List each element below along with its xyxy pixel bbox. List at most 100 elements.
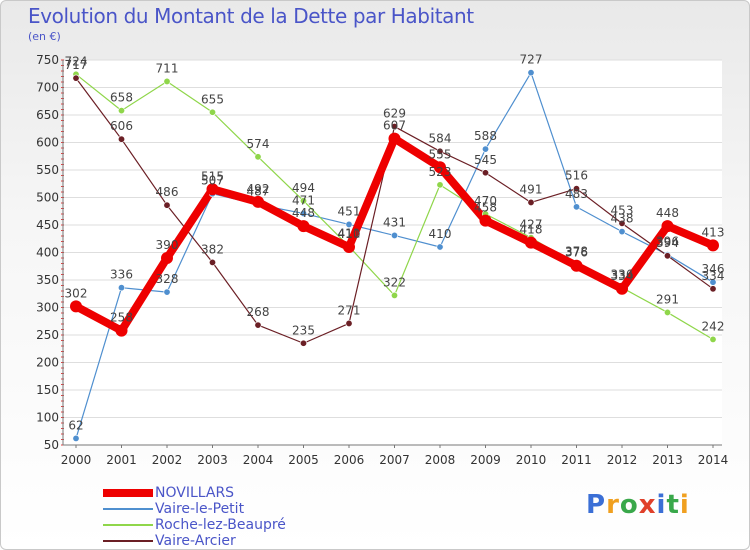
series-1-point [209, 108, 217, 116]
series-2-point [481, 169, 489, 177]
series-2-point [209, 258, 217, 266]
series-1-data-label: 411 [338, 226, 361, 240]
series-3-data-label: 458 [474, 201, 497, 215]
series-3-data-label: 258 [110, 311, 133, 325]
series-1-data-label: 378 [565, 245, 588, 259]
y-tick-label: 50 [44, 438, 59, 452]
legend-label: Vaire-le-Petit [155, 501, 245, 517]
brand-letter: x [638, 490, 657, 520]
series-0-point [118, 284, 126, 292]
series-1-point [709, 335, 717, 343]
series-2-point [118, 135, 126, 143]
series-3-data-label: 515 [201, 169, 224, 183]
series-0-point [618, 228, 626, 236]
brand-letter: P [586, 490, 607, 520]
series-1-point [663, 308, 671, 316]
series-0-data-label: 471 [292, 193, 315, 207]
series-2-data-label: 606 [110, 119, 133, 133]
series-2-data-label: 584 [429, 131, 452, 145]
series-0-point [481, 145, 489, 153]
y-tick-label: 650 [36, 108, 59, 122]
series-3-data-label: 448 [656, 206, 679, 220]
x-tick-label: 2014 [698, 453, 729, 467]
y-tick-label: 300 [36, 301, 59, 315]
series-3-point [115, 324, 128, 337]
legend-label: Vaire-Arcier [155, 533, 236, 549]
y-tick-label: 200 [36, 356, 59, 370]
legend-label: NOVILLARS [155, 485, 235, 501]
series-0-data-label: 483 [565, 187, 588, 201]
series-2-point [299, 339, 307, 347]
chart-title: Evolution du Montant de la Dette par Hab… [28, 4, 474, 28]
series-2-data-label: 717 [65, 58, 88, 72]
series-1-data-label: 242 [702, 319, 725, 333]
series-3-point [343, 241, 355, 253]
x-tick-label: 2010 [516, 453, 547, 467]
x-tick-label: 2004 [243, 453, 274, 467]
chart-unit-label: (en €) [28, 30, 61, 43]
series-3-point [707, 239, 719, 252]
x-tick-label: 2009 [470, 453, 501, 467]
series-3-point [525, 236, 537, 249]
y-tick-label: 500 [36, 191, 59, 205]
legend-swatch [103, 540, 153, 542]
series-1-point [299, 197, 307, 205]
series-0-data-label: 396 [656, 235, 679, 249]
series-2-point [618, 219, 626, 227]
series-2-point [709, 285, 717, 293]
series-1-data-label: 322 [383, 275, 406, 289]
series-0-data-label: 346 [702, 262, 725, 276]
series-0-point [163, 288, 171, 296]
y-tick-label: 100 [36, 411, 59, 425]
series-1-point [163, 77, 171, 85]
series-3-data-label: 334 [611, 269, 634, 283]
legend-item: NOVILLARS [103, 485, 286, 501]
series-2-point [436, 147, 444, 155]
series-0-point [72, 434, 80, 442]
x-tick-label: 2003 [197, 453, 228, 467]
series-3-point [479, 214, 492, 227]
series-2-data-label: 268 [247, 305, 270, 319]
y-tick-label: 150 [36, 383, 59, 397]
series-0-data-label: 431 [383, 215, 406, 229]
series-2-data-label: 271 [338, 303, 361, 317]
y-tick-label: 700 [36, 81, 59, 95]
series-0-point [572, 203, 580, 211]
series-3-point [661, 220, 674, 233]
series-0-point [345, 220, 353, 228]
brand-letter: o [619, 490, 639, 520]
series-3-data-label: 410 [338, 227, 361, 241]
series-1-data-label: 494 [292, 181, 315, 195]
x-tick-label: 2002 [152, 453, 183, 467]
series-2-point [72, 74, 80, 82]
x-tick-label: 2012 [607, 453, 638, 467]
series-1-point [118, 107, 126, 115]
series-3-data-label: 418 [520, 223, 543, 237]
y-tick-label: 350 [36, 273, 59, 287]
brand-letter: i [656, 490, 667, 520]
series-3-point [206, 183, 219, 196]
series-3-point [434, 161, 446, 174]
y-tick-label: 750 [36, 53, 59, 67]
series-0-data-label: 451 [338, 204, 361, 218]
series-0-point [527, 69, 535, 77]
series-0-point [299, 209, 307, 217]
legend-item: Vaire-Arcier [103, 533, 286, 549]
y-tick-label: 550 [36, 163, 59, 177]
series-1-data-label: 724 [65, 54, 88, 68]
series-0-data-label: 588 [474, 129, 497, 143]
chart-legend: NOVILLARS Vaire-le-Petit Roche-lez-Beaupré… [103, 485, 286, 549]
series-3-point [570, 259, 583, 272]
series-2-data-label: 453 [611, 203, 634, 217]
legend-label: Roche-lez-Beaupré [155, 517, 286, 533]
x-tick-label: 2000 [61, 453, 92, 467]
series-2-data-label: 491 [520, 182, 543, 196]
series-2-point [663, 252, 671, 260]
series-1-data-label: 574 [247, 137, 270, 151]
series-2-point [254, 321, 262, 329]
series-2-data-label: 516 [565, 169, 588, 183]
brand-letter: i [679, 490, 690, 520]
series-3-point [616, 282, 628, 295]
